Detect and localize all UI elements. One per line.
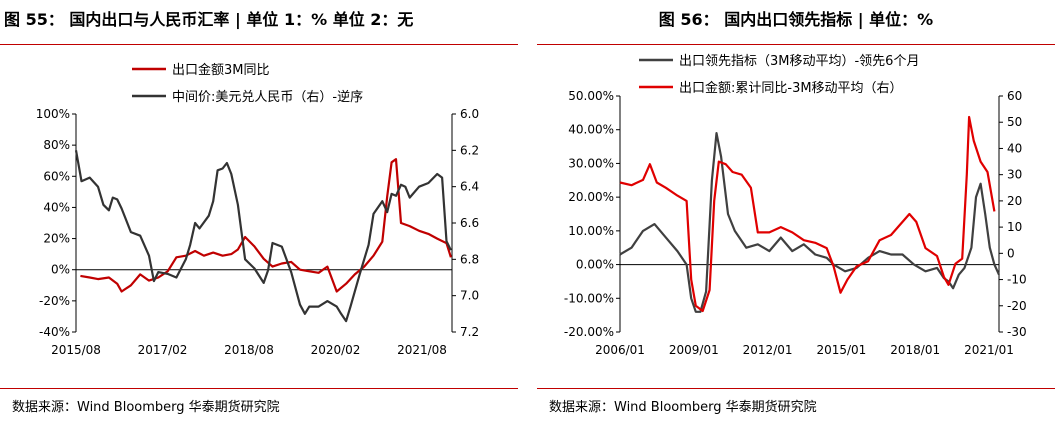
- x-tick-label: 2006/01: [595, 343, 645, 357]
- y-left-tick-label: -20.00%: [564, 325, 614, 339]
- x-tick-label: 2012/01: [743, 343, 793, 357]
- figure-title: 图 56： 国内出口领先指标 | 单位：%: [658, 10, 934, 29]
- x-tick-label: 2020/02: [311, 343, 361, 357]
- y-left-tick-label: 80%: [43, 138, 70, 152]
- y-left-tick-label: -20%: [39, 294, 70, 308]
- y-left-tick-label: 20%: [43, 232, 70, 246]
- series-line: [619, 132, 1001, 313]
- title-divider: [537, 44, 1055, 45]
- export-leading-indicator-chart: -20.00% -10.00% 0.00% 10.00% 20.00% 30.00% 40.…: [564, 54, 1027, 357]
- y-right-tick-label: 50: [1007, 115, 1022, 129]
- figure-title: 图 55： 国内出口与人民币汇率 | 单位 1：% 单位 2：无: [4, 10, 414, 29]
- y-left-tick-label: 20.00%: [568, 190, 614, 204]
- title-divider: [0, 44, 518, 45]
- data-source: 数据来源：Wind Bloomberg 华泰期货研究院: [12, 400, 280, 415]
- y-left-tick-label: 50.00%: [568, 89, 614, 103]
- x-tick-label: 2021/01: [964, 343, 1014, 357]
- x-tick-label: 2021/08: [397, 343, 447, 357]
- y-left-tick-label: 60%: [43, 169, 70, 183]
- figure-55-panel: 图 55： 国内出口与人民币汇率 | 单位 1：% 单位 2：无 -40% -20…: [0, 0, 518, 424]
- y-right-tick-label: -10: [1007, 273, 1027, 287]
- y-left-tick-label: 40.00%: [568, 123, 614, 137]
- y-right-tick-label: 6.2: [460, 143, 479, 157]
- y-right-tick-label: 0: [1007, 246, 1015, 260]
- figure-56-panel: 图 56： 国内出口领先指标 | 单位：% -20.00% -10.00% 0.00…: [537, 0, 1055, 424]
- y-right-tick-label: 40: [1007, 141, 1022, 155]
- y-left-tick-label: 10.00%: [568, 224, 614, 238]
- y-right-tick-label: -20: [1007, 299, 1027, 313]
- export-vs-rmb-chart: -40% -20% 0% 20% 40% 60% 80% 100% 6.0 6.2 6.4 6.6 6.…: [36, 62, 479, 357]
- y-right-tick-label: 30: [1007, 168, 1022, 182]
- y-left-tick-label: 0%: [51, 263, 70, 277]
- y-left-tick-label: 100%: [36, 107, 70, 121]
- series-line: [80, 158, 452, 293]
- y-right-tick-label: 7.2: [460, 325, 479, 339]
- legend-label: 出口金额3M同比: [172, 62, 270, 78]
- x-tick-label: 2018/08: [224, 343, 274, 357]
- source-divider: [537, 388, 1055, 389]
- x-tick-label: 2018/01: [890, 343, 940, 357]
- y-left-tick-label: 0.00%: [576, 258, 614, 272]
- y-right-tick-label: -30: [1007, 325, 1027, 339]
- legend-label: 出口金额:累计同比-3M移动平均（右）: [679, 80, 903, 96]
- y-left-tick-label: -40%: [39, 325, 70, 339]
- y-left-tick-label: 30.00%: [568, 156, 614, 170]
- x-tick-label: 2017/02: [138, 343, 188, 357]
- y-right-tick-label: 20: [1007, 194, 1022, 208]
- source-divider: [0, 388, 518, 389]
- x-tick-label: 2015/08: [51, 343, 101, 357]
- y-left-tick-label: 40%: [43, 200, 70, 214]
- y-right-tick-label: 6.8: [460, 252, 479, 266]
- data-source: 数据来源：Wind Bloomberg 华泰期货研究院: [549, 400, 817, 415]
- legend-label: 中间价:美元兑人民币（右）-逆序: [172, 89, 363, 105]
- y-right-tick-label: 6.4: [460, 180, 479, 194]
- x-tick-label: 2009/01: [669, 343, 719, 357]
- y-right-tick-label: 60: [1007, 89, 1022, 103]
- x-tick-label: 2015/01: [816, 343, 866, 357]
- y-right-tick-label: 10: [1007, 220, 1022, 234]
- y-right-tick-label: 7.0: [460, 289, 479, 303]
- y-left-tick-label: -10.00%: [564, 291, 614, 305]
- series-line: [619, 115, 996, 313]
- series-line: [74, 150, 452, 323]
- y-right-tick-label: 6.0: [460, 107, 479, 121]
- legend-label: 出口领先指标（3M移动平均）-领先6个月: [679, 54, 919, 69]
- y-right-tick-label: 6.6: [460, 216, 479, 230]
